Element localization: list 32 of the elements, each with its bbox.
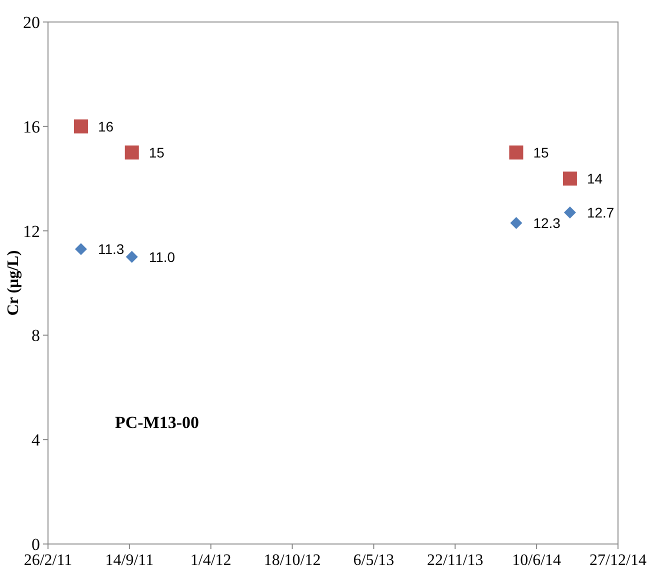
point: [74, 243, 87, 256]
point: [509, 146, 524, 160]
data-label: 14: [586, 170, 603, 187]
annotation: PC-M13-00: [115, 413, 200, 432]
y-axis-title: Cr (µg/L): [5, 250, 22, 316]
data-label: 16: [98, 118, 114, 134]
x-tick-label: 10/6/14: [512, 552, 562, 569]
data-label: 15: [533, 144, 549, 160]
y-tick-label: 4: [32, 430, 40, 450]
point: [126, 250, 138, 263]
data-label: 11.0: [148, 248, 176, 265]
data-label: 15: [148, 144, 165, 160]
data-label: 12.3: [533, 214, 561, 231]
x-tick-label: 26/2/11: [24, 552, 72, 569]
x-tick-label: 14/9/11: [105, 552, 154, 569]
point: [562, 172, 577, 186]
y-tick-label: 8: [32, 326, 40, 346]
data-label: 11.3: [98, 241, 124, 258]
point: [510, 216, 522, 229]
y-tick-label: 0: [32, 535, 40, 554]
x-tick-label: 18/10/12: [264, 552, 321, 569]
point: [74, 119, 88, 134]
x-tick-label: 22/11/13: [426, 552, 484, 569]
y-tick-label: 12: [23, 222, 40, 241]
point: [564, 206, 576, 219]
x-tick-label: 6/5/13: [353, 552, 394, 569]
y-tick-label: 16: [23, 117, 40, 136]
data-label: 12.7: [586, 204, 614, 221]
x-tick-label: 27/12/14: [590, 552, 646, 569]
x-tick-label: 1/4/12: [190, 552, 232, 569]
y-tick-label: 20: [23, 13, 40, 32]
point: [124, 146, 139, 160]
